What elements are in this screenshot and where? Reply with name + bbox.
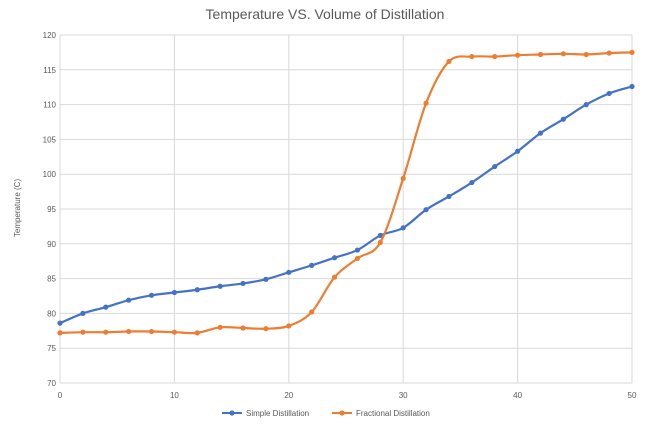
data-point	[80, 329, 86, 335]
data-point	[194, 330, 200, 336]
data-point	[629, 49, 635, 56]
y-tick-label: 110	[43, 101, 56, 110]
data-point	[515, 148, 521, 154]
y-tick-label: 95	[47, 205, 56, 214]
data-point	[263, 326, 269, 332]
data-point	[400, 175, 406, 181]
data-point	[400, 225, 406, 231]
data-point	[240, 280, 246, 287]
data-point	[103, 304, 109, 310]
data-point	[469, 179, 475, 186]
series-simple-distillation	[57, 83, 635, 326]
data-point	[446, 58, 452, 65]
data-point	[126, 328, 132, 335]
data-point	[309, 262, 315, 268]
legend-item: Simple Distillation	[222, 409, 309, 418]
y-tick-label: 115	[43, 66, 56, 75]
series-line	[59, 85, 633, 325]
series-line	[59, 51, 633, 335]
y-tick-label: 90	[47, 240, 56, 249]
y-tick-label: 85	[47, 275, 56, 284]
data-point	[240, 325, 246, 331]
data-point	[126, 297, 132, 303]
y-tick-label: 105	[43, 135, 57, 144]
data-point	[423, 207, 429, 213]
data-point	[492, 163, 498, 170]
y-tick-label: 70	[47, 379, 56, 388]
x-tick-label: 0	[58, 391, 63, 400]
data-point	[560, 116, 566, 122]
data-point	[377, 232, 383, 239]
x-tick-label: 20	[284, 391, 293, 400]
data-point	[286, 269, 292, 275]
data-point	[148, 292, 155, 298]
y-tick-label: 80	[47, 309, 56, 318]
y-axis-label: Temperature (C)	[13, 179, 22, 238]
data-point	[331, 274, 338, 280]
legend-item: Fractional Distillation	[332, 409, 430, 418]
data-point	[583, 102, 589, 108]
data-point	[217, 283, 223, 289]
legend: Simple Distillation Fractional Distillati…	[222, 409, 430, 418]
data-point	[354, 255, 361, 262]
y-tick-label: 100	[43, 170, 57, 179]
data-point	[515, 52, 521, 58]
x-tick-label: 30	[399, 391, 408, 400]
data-point	[309, 309, 315, 315]
series-fractional-distillation	[57, 49, 635, 336]
data-point	[629, 83, 635, 90]
tick-layer: 70 75 80 85 90 95 100 105 110 115 120 0 10 20 30 40 50	[43, 31, 637, 400]
data-point	[606, 50, 612, 56]
data-point	[103, 329, 109, 335]
data-point	[446, 193, 452, 200]
data-point	[217, 324, 223, 330]
data-point	[354, 247, 361, 253]
data-point	[148, 328, 155, 335]
data-point	[57, 320, 63, 326]
data-point	[57, 330, 63, 336]
data-point	[331, 255, 338, 261]
data-point	[171, 289, 177, 296]
data-point	[194, 287, 200, 293]
data-point	[606, 90, 612, 97]
legend-label: Simple Distillation	[246, 409, 309, 418]
series-layer	[57, 49, 635, 336]
data-point	[560, 51, 566, 57]
x-tick-label: 10	[170, 391, 179, 400]
data-point	[171, 329, 177, 335]
legend-label: Fractional Distillation	[356, 409, 430, 418]
data-point	[492, 53, 498, 60]
data-point	[286, 323, 292, 329]
chart-title: Temperature VS. Volume of Distillation	[206, 6, 445, 22]
x-tick-label: 40	[513, 391, 522, 400]
y-tick-label: 75	[47, 344, 56, 353]
x-tick-label: 50	[628, 391, 637, 400]
data-point	[537, 51, 544, 58]
legend-swatch-marker	[339, 410, 345, 416]
data-point	[377, 239, 383, 246]
data-point	[537, 130, 544, 136]
data-point	[469, 53, 475, 60]
data-point	[80, 310, 86, 316]
data-point	[263, 276, 269, 282]
data-point	[423, 100, 429, 106]
legend-swatch-marker	[229, 410, 235, 416]
data-point	[583, 51, 589, 58]
y-tick-label: 120	[43, 31, 57, 40]
